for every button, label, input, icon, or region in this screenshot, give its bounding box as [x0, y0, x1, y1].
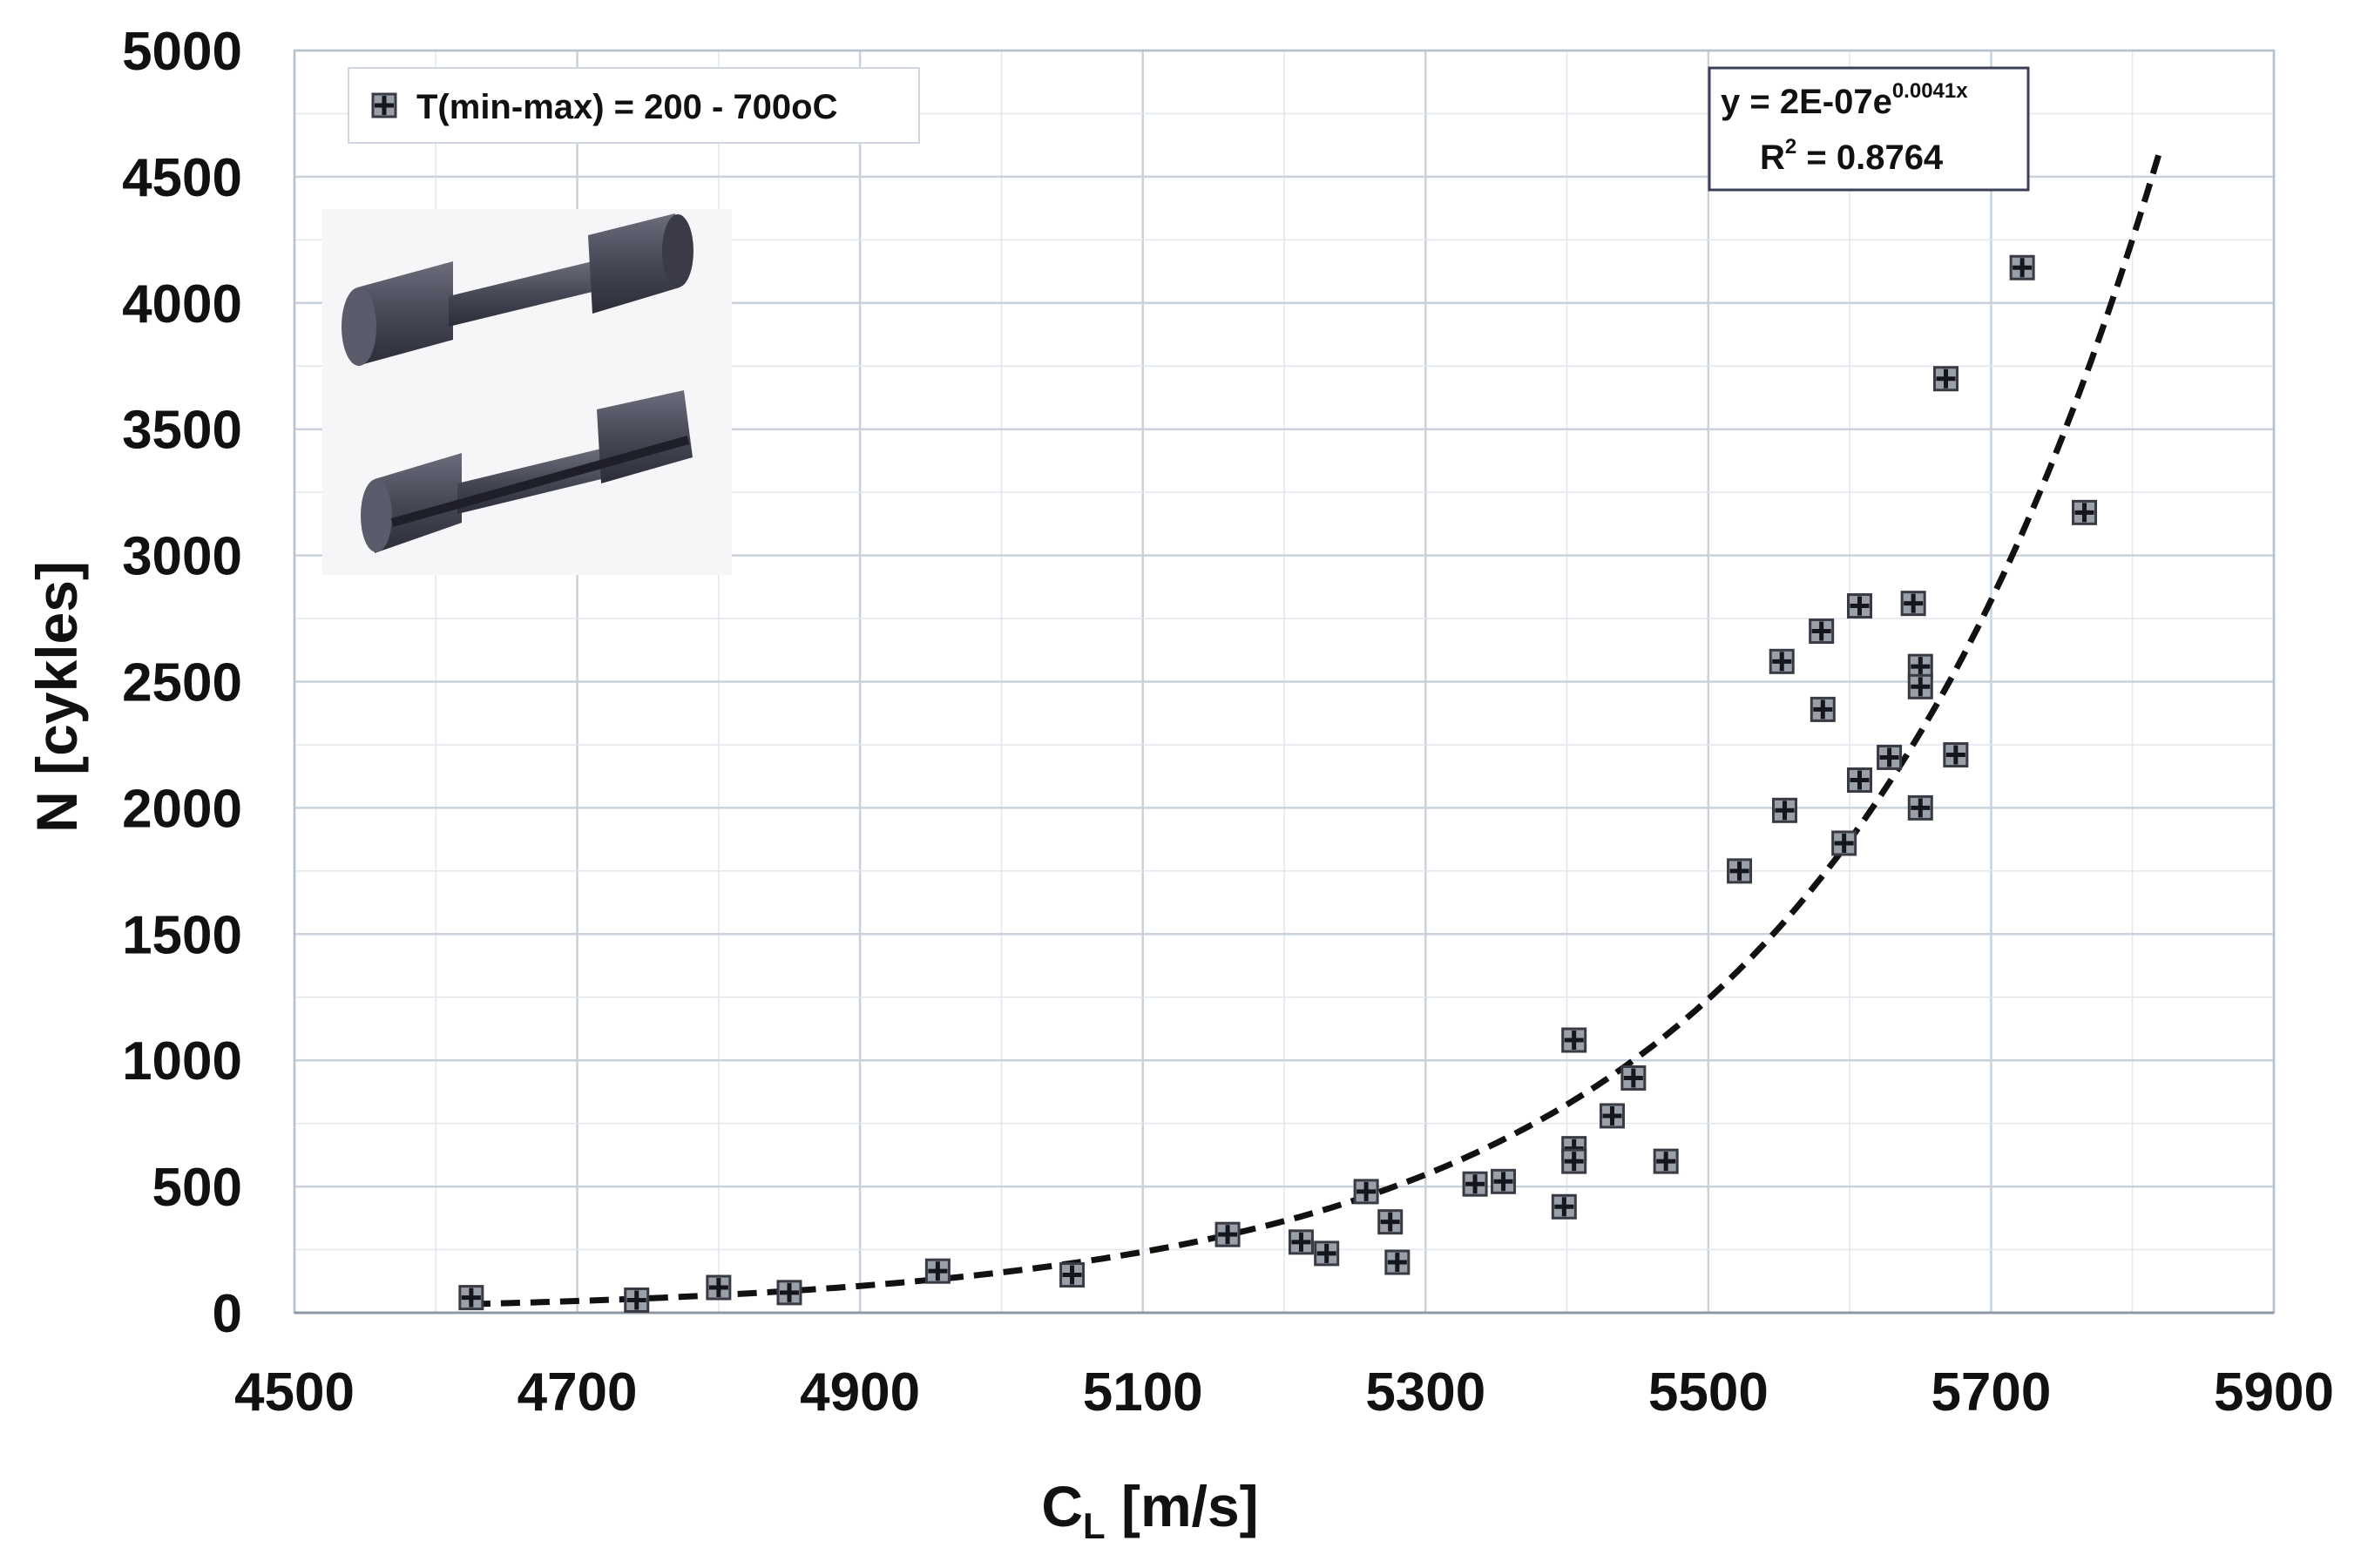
data-point [1907, 794, 1933, 821]
x-axis-title: CL [m/s] [1041, 1474, 1258, 1546]
y-tick-label: 1500 [122, 905, 242, 965]
x-tick-label: 4700 [518, 1362, 638, 1423]
solid-specimen-icon [342, 213, 693, 366]
y-axis-title: N [cykles] [24, 561, 89, 833]
y-axis-tick-labels: 0 500 1000 1500 2000 2500 3000 3500 4000 4500 5000 [122, 22, 242, 1344]
data-point [1288, 1229, 1314, 1255]
y-tick-label: 4500 [122, 148, 242, 208]
data-point [1727, 858, 1753, 884]
data-point [1314, 1240, 1340, 1267]
data-point [1377, 1209, 1404, 1235]
legend-marker [371, 92, 397, 118]
data-point [1462, 1171, 1488, 1197]
data-point [776, 1280, 802, 1306]
data-point [924, 1258, 950, 1284]
x-tick-label: 5100 [1083, 1362, 1203, 1423]
y-tick-label: 4000 [122, 274, 242, 335]
sectioned-specimen-icon [361, 390, 693, 553]
scatter-points [458, 254, 2098, 1314]
data-point [624, 1288, 650, 1314]
data-point [1653, 1148, 1679, 1174]
specimen-3d-render-icon [322, 209, 732, 575]
data-point [1900, 591, 1926, 617]
y-tick-label: 1000 [122, 1031, 242, 1092]
data-point [706, 1274, 732, 1301]
data-point [1932, 366, 1958, 392]
data-point [1847, 767, 1873, 794]
data-point [458, 1285, 484, 1311]
data-point [1847, 593, 1873, 619]
x-tick-label: 4900 [800, 1362, 920, 1423]
y-tick-label: 5000 [122, 22, 242, 82]
y-tick-label: 3500 [122, 401, 242, 461]
legend: T(min-max) = 200 - 700oC [348, 67, 920, 144]
x-tick-label: 4500 [234, 1362, 355, 1423]
data-point [1907, 673, 1933, 700]
data-point [1907, 653, 1933, 679]
trendline [470, 146, 2164, 1308]
data-point [1831, 830, 1857, 856]
data-point [1491, 1168, 1517, 1194]
y-tick-label: 2000 [122, 779, 242, 839]
data-point [1551, 1193, 1577, 1220]
data-point [1561, 1027, 1587, 1053]
data-point [1943, 742, 1969, 768]
y-tick-label: 3000 [122, 527, 242, 587]
data-point [2009, 254, 2035, 280]
data-point [1353, 1179, 1379, 1205]
x-tick-label: 5300 [1365, 1362, 1485, 1423]
data-point [1384, 1249, 1411, 1275]
legend-marker-symbol [371, 92, 397, 118]
legend-label: T(min-max) = 200 - 700oC [416, 88, 838, 126]
data-point [1810, 696, 1836, 722]
data-point [1809, 618, 1835, 645]
y-tick-label: 2500 [122, 653, 242, 713]
x-tick-label: 5700 [1931, 1362, 2051, 1423]
x-tick-label: 5900 [2214, 1362, 2334, 1423]
data-point [1620, 1064, 1647, 1091]
equation-text: y = 2E-07e0.0041x [1721, 79, 1968, 121]
data-point [1214, 1221, 1241, 1247]
r-squared-text: R2 = 0.8764 [1760, 135, 1944, 177]
data-point [1561, 1148, 1587, 1174]
x-axis-tick-labels: 4500 4700 4900 5100 5300 5500 5700 5900 [234, 1362, 2334, 1423]
trendline-series [470, 146, 2164, 1308]
data-point [2072, 499, 2098, 525]
trendline-equation: y = 2E-07e0.0041x R2 = 0.8764 [1708, 66, 2030, 192]
data-point [1877, 744, 1903, 770]
data-point [1769, 648, 1795, 674]
data-point [1600, 1103, 1626, 1129]
data-point [1771, 797, 1797, 823]
y-tick-label: 0 [213, 1284, 242, 1344]
x-tick-label: 5500 [1648, 1362, 1769, 1423]
data-point [1059, 1262, 1086, 1288]
y-tick-label: 500 [152, 1158, 242, 1218]
